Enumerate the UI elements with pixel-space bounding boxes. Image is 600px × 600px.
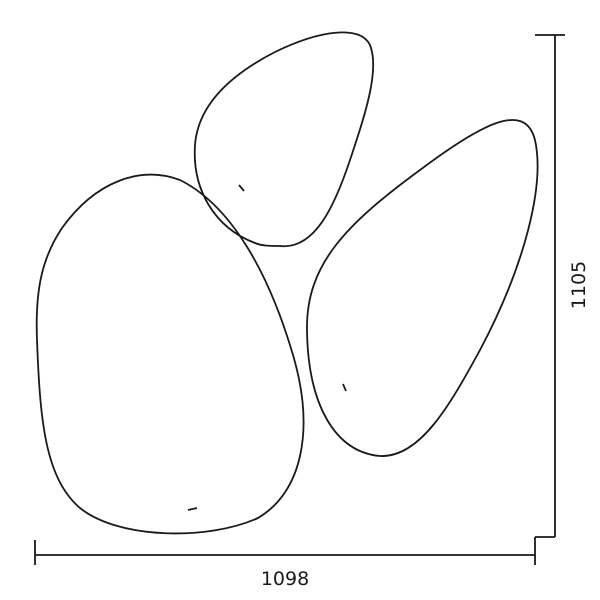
small-top-mirror-outline (193, 31, 375, 247)
large-left-mirror-mark (187, 507, 198, 511)
small-top-mirror-mark (238, 184, 245, 192)
width-dimension: 1098 (34, 536, 555, 590)
right-mirror-outline (306, 119, 539, 457)
height-label: 1105 (568, 261, 590, 309)
height-dimension: 1105 (535, 34, 590, 537)
width-label: 1098 (261, 568, 309, 590)
large-left-mirror-outline (35, 173, 305, 535)
right-mirror-mark (342, 383, 347, 392)
